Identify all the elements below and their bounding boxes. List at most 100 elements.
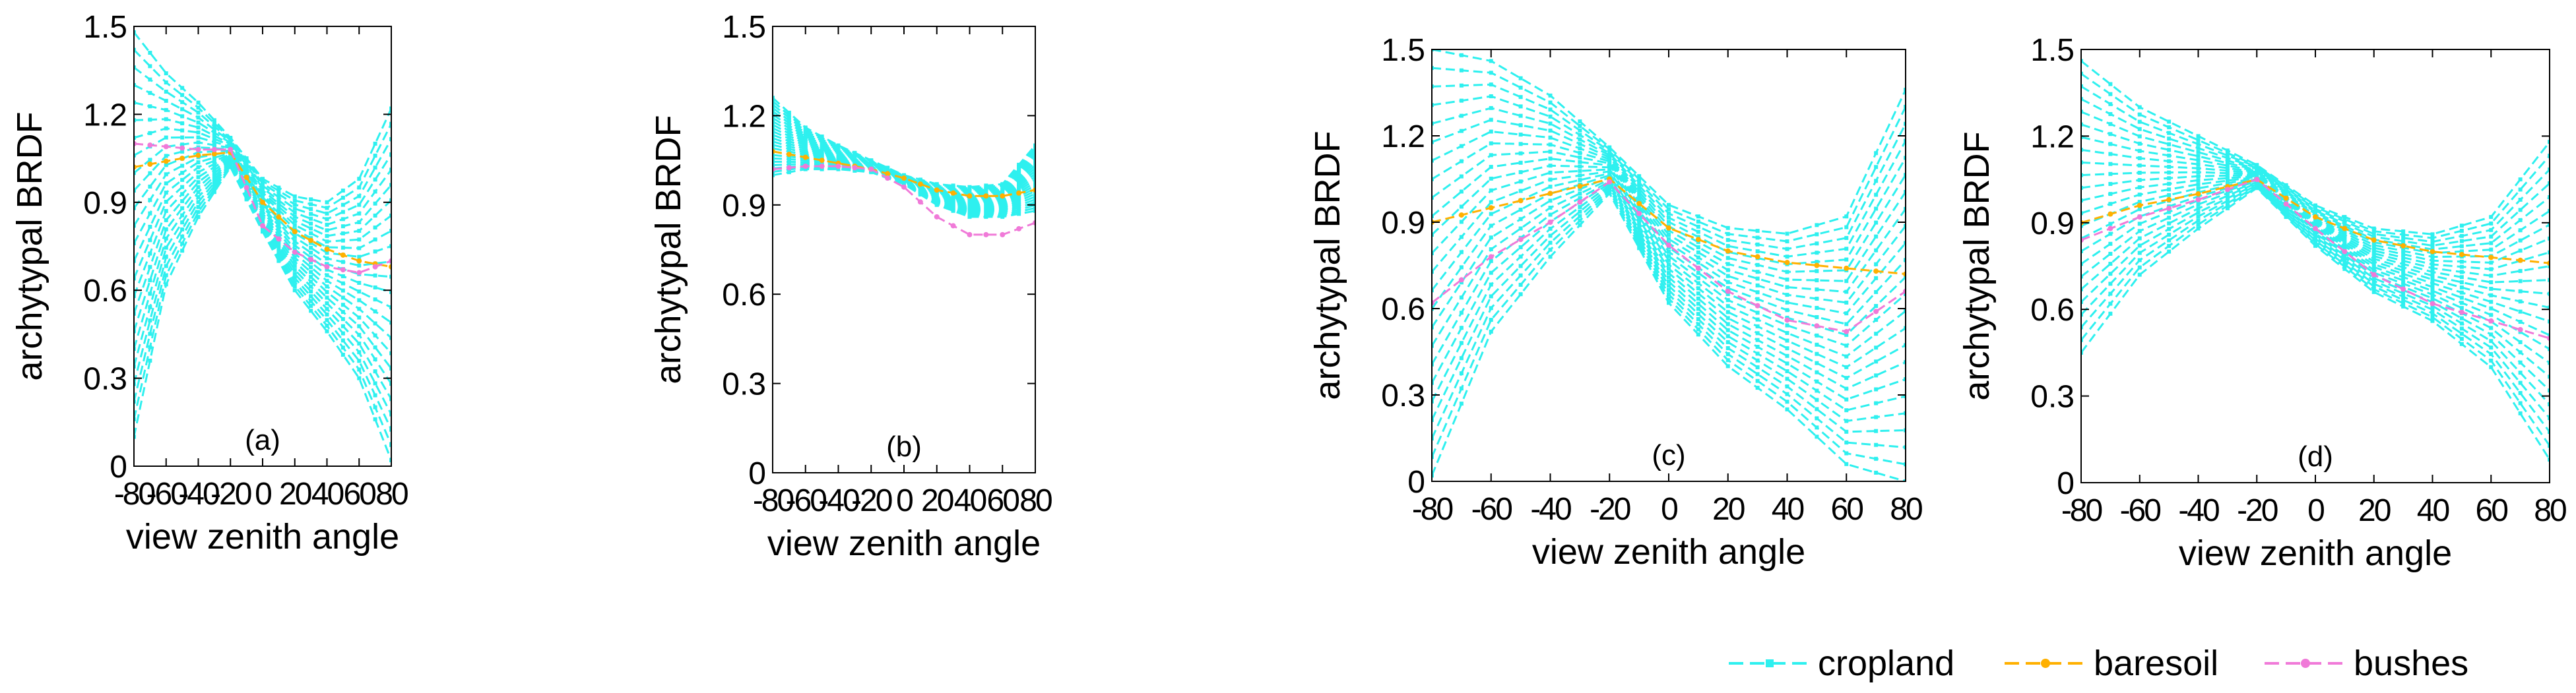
- cropland-marker: [292, 206, 297, 211]
- cropland-marker: [1489, 224, 1493, 228]
- cropland-marker: [261, 227, 265, 231]
- cropland-marker: [967, 185, 972, 189]
- cropland-marker: [389, 152, 391, 157]
- cropland-marker: [340, 245, 345, 250]
- cropland-marker: [1725, 291, 1730, 296]
- cropland-marker: [1459, 220, 1464, 224]
- cropland-marker: [1017, 210, 1021, 214]
- cropland-marker: [1844, 365, 1849, 369]
- x-tick-label: -80: [2061, 493, 2102, 528]
- cropland-marker: [292, 272, 297, 276]
- cropland-marker: [1874, 248, 1879, 253]
- data-layer: [773, 96, 1035, 237]
- cropland-marker: [357, 220, 362, 224]
- cropland-marker: [951, 183, 955, 188]
- cropland-marker: [787, 110, 791, 115]
- cropland-marker: [1017, 175, 1021, 180]
- cropland-marker: [148, 224, 152, 229]
- cropland-line: [773, 104, 1035, 191]
- cropland-marker: [373, 141, 377, 146]
- cropland-line: [773, 107, 1035, 193]
- cropland-marker: [2167, 244, 2172, 249]
- baresoil-marker: [1547, 191, 1553, 196]
- cropland-marker: [2518, 309, 2523, 314]
- cropland-marker: [1844, 354, 1849, 359]
- bushes-marker: [356, 270, 362, 276]
- cropland-marker: [1489, 105, 1493, 110]
- cropland-marker: [389, 320, 391, 325]
- cropland-marker: [787, 126, 791, 131]
- cropland-marker: [1874, 151, 1879, 156]
- cropland-marker: [2081, 148, 2083, 152]
- cropland-marker: [1785, 400, 1789, 404]
- cropland-line: [2081, 185, 2550, 446]
- cropland-marker: [2081, 274, 2083, 279]
- cropland-marker: [1874, 220, 1879, 225]
- cropland-line: [134, 164, 391, 446]
- cropland-marker: [2548, 416, 2550, 421]
- cropland-marker: [2137, 222, 2142, 226]
- cropland-marker: [1785, 323, 1789, 328]
- cropland-marker: [2518, 380, 2523, 385]
- cropland-marker: [1844, 440, 1849, 445]
- cropland-marker: [2225, 181, 2230, 185]
- cropland-marker: [2518, 340, 2523, 344]
- cropland-marker: [180, 199, 185, 204]
- cropland-marker: [1904, 394, 1906, 398]
- bushes-marker: [967, 231, 973, 237]
- cropland-marker: [2081, 84, 2083, 88]
- cropland-marker: [292, 202, 297, 207]
- cropland-marker: [357, 315, 362, 320]
- cropland-marker: [1637, 218, 1642, 222]
- cropland-marker: [2167, 153, 2172, 158]
- y-tick-label: 0.9: [2030, 206, 2075, 241]
- cropland-marker: [1844, 214, 1849, 219]
- cropland-marker: [357, 332, 362, 337]
- cropland-marker: [340, 189, 345, 193]
- cropland-marker: [2081, 71, 2083, 76]
- cropland-marker: [2548, 195, 2550, 199]
- cropland-marker: [1815, 232, 1819, 237]
- cropland-marker: [2342, 244, 2347, 249]
- cropland-marker: [134, 241, 136, 246]
- cropland-marker: [1696, 255, 1700, 260]
- cropland-marker: [2167, 148, 2172, 152]
- cropland-marker: [1578, 187, 1582, 191]
- cropland-marker: [340, 238, 345, 243]
- cropland-marker: [164, 154, 168, 158]
- cropland-marker: [196, 135, 201, 140]
- cropland-marker: [1904, 88, 1906, 92]
- cropland-marker: [1033, 143, 1035, 148]
- cropland-marker: [1696, 322, 1700, 326]
- cropland-marker: [1459, 326, 1464, 330]
- cropland-marker: [1432, 195, 1434, 200]
- baresoil-marker: [786, 152, 792, 158]
- cropland-marker: [1725, 298, 1730, 303]
- cropland-marker: [1578, 137, 1582, 142]
- cropland-marker: [1518, 282, 1523, 287]
- cropland-marker: [357, 359, 362, 363]
- cropland-marker: [276, 192, 281, 196]
- cropland-marker: [2401, 278, 2406, 283]
- data-layer: [134, 30, 391, 463]
- cropland-marker: [2401, 291, 2406, 296]
- cropland-marker: [325, 228, 329, 233]
- cropland-line: [773, 144, 1035, 206]
- cropland-marker: [389, 136, 391, 141]
- cropland-marker: [196, 180, 201, 185]
- cropland-marker: [276, 243, 281, 247]
- cropland-marker: [1725, 237, 1730, 242]
- cropland-marker: [2196, 182, 2201, 187]
- cropland-marker: [2401, 294, 2406, 299]
- bushes-marker: [2195, 196, 2201, 202]
- baresoil-marker: [1725, 248, 1731, 254]
- baresoil-line: [1432, 177, 1906, 276]
- baresoil-marker: [147, 161, 153, 167]
- cropland-marker: [325, 318, 329, 322]
- cropland-marker: [276, 208, 281, 212]
- cropland-marker: [373, 345, 377, 349]
- x-tick-label: -80: [114, 477, 155, 512]
- cropland-marker: [773, 153, 775, 158]
- cropland-marker: [1017, 179, 1021, 184]
- cropland-marker: [2108, 301, 2113, 306]
